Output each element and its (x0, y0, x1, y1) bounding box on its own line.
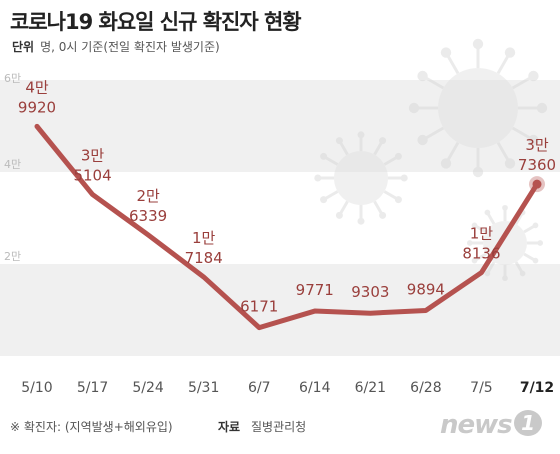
y-tick-label: 2만 (4, 250, 21, 263)
data-label: 9303 (351, 283, 389, 301)
source-label: 자료 (218, 420, 241, 434)
series-line (34, 123, 540, 331)
data-label-man: 1만 (470, 225, 494, 243)
x-tick-label: 5/24 (132, 380, 164, 396)
data-label: 6339 (129, 207, 167, 225)
data-label: 8136 (462, 245, 500, 263)
data-label: 7360 (518, 156, 556, 174)
news1-logo: news 1 (440, 410, 542, 440)
data-label-man: 1만 (192, 229, 216, 247)
x-tick-label: 6/14 (299, 380, 331, 396)
data-label: 6171 (240, 298, 278, 316)
data-label-man: 2만 (136, 187, 160, 205)
data-label: 9920 (18, 98, 56, 116)
x-tick-label: 7/5 (470, 380, 493, 396)
data-label-man: 3만 (81, 147, 105, 165)
x-tick-label: 6/7 (248, 380, 271, 396)
data-label: 7184 (185, 249, 223, 267)
logo-text: news (440, 410, 513, 440)
x-tick-label: 5/10 (21, 380, 52, 396)
data-label: 9771 (296, 281, 334, 299)
x-tick-label: 6/28 (410, 380, 441, 396)
x-tick-label: 7/12 (520, 380, 554, 396)
unit-note: 단위 명, 0시 기준(전일 확진자 발생기준) (12, 38, 220, 55)
x-tick-label: 5/17 (77, 380, 108, 396)
data-label-man: 4만 (25, 78, 49, 96)
footer-note: ※ 확진자: (지역발생+해외유입) (10, 420, 173, 434)
unit-label: 단위 (12, 40, 35, 54)
chart-title: 코로나19 화요일 신규 확진자 현황 (10, 10, 302, 34)
y-tick-label: 4만 (4, 158, 21, 171)
y-tick-label: 6만 (4, 72, 21, 85)
highlight-point (532, 179, 542, 189)
data-label: 5104 (73, 167, 111, 185)
virus-illustration (408, 38, 548, 178)
grid-band (0, 264, 560, 356)
source-text: 질병관리청 (251, 420, 307, 434)
x-tick-label: 6/21 (355, 380, 386, 396)
unit-text: 명, 0시 기준(전일 확진자 발생기준) (40, 40, 220, 54)
data-label-man: 3만 (525, 136, 549, 154)
data-label: 9894 (407, 280, 445, 298)
logo-number: 1 (513, 410, 542, 436)
virus-illustration (314, 131, 408, 225)
x-tick-label: 5/31 (188, 380, 219, 396)
